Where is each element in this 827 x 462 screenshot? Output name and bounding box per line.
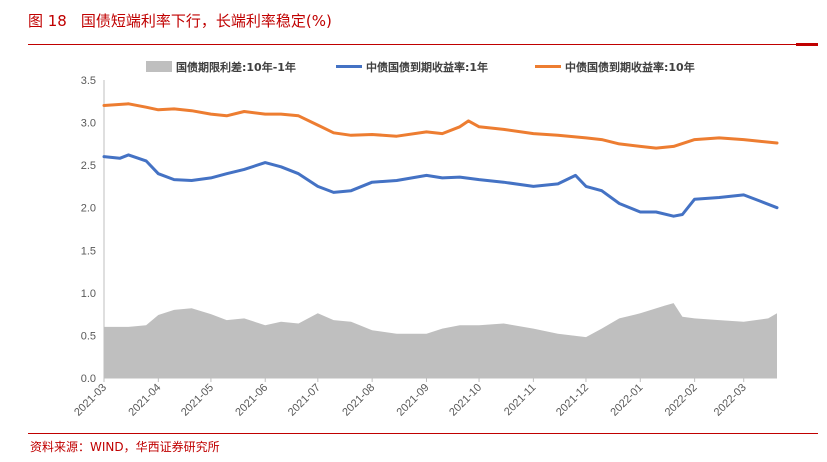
x-tick-label-10: 2022-01 [608,382,645,419]
y-tick-label-3: 1.5 [81,245,96,257]
figure-number: 图 18 [28,12,67,30]
x-tick-label-3: 2021-06 [233,382,270,419]
figure-title: 图 18 国债短端利率下行，长端利率稳定(%) [28,10,332,31]
x-tick-label-7: 2021-10 [447,382,484,419]
series-line-1 [102,153,779,218]
series-line-2 [102,102,779,150]
x-tick-label-1: 2021-04 [126,382,163,419]
x-tick-label-5: 2021-08 [340,382,377,419]
x-tick-label-4: 2021-07 [286,382,323,419]
legend-label-0: 国债期限利差:10年-1年 [176,60,296,74]
figure-title-text: 国债短端利率下行，长端利率稳定(%) [80,12,332,30]
top-rule-accent [796,43,818,46]
bottom-rule [28,433,818,434]
x-tick-label-9: 2021-12 [554,382,591,419]
source-note: 资料来源：WIND，华西证券研究所 [30,440,220,454]
x-tick-label-8: 2021-11 [502,382,538,418]
top-rule [28,44,818,45]
y-tick-label-7: 3.5 [81,75,96,87]
x-axis: 2021-03 2021-04 2021-05 2021-06 2021-07 2021-… [72,377,777,419]
x-tick-label-2: 2021-05 [179,382,216,419]
x-tick-label-6: 2021-09 [395,382,432,419]
y-tick-label-1: 0.5 [81,330,96,342]
legend-swatch-spread [146,61,172,72]
y-tick-label-6: 3.0 [81,118,96,130]
plot-area [102,102,779,378]
legend-label-1: 中债国债到期收益率:1年 [366,60,488,74]
y-axis: 0.0 0.5 1.0 1.5 2.0 2.5 3.0 3.5 [81,75,105,385]
legend-label-2: 中债国债到期收益率:10年 [565,60,695,74]
x-tick-label-11: 2022-02 [663,382,700,419]
y-tick-label-5: 2.5 [81,160,96,172]
y-tick-label-4: 2.0 [81,203,96,215]
y-tick-label-2: 1.0 [81,288,96,300]
series-area-spread [104,303,777,378]
y-tick-label-0: 0.0 [81,373,96,385]
chart-legend: 国债期限利差:10年-1年 中债国债到期收益率:1年 中债国债到期收益率:10年 [146,60,695,74]
x-tick-label-0: 2021-03 [72,382,109,419]
x-tick-label-12: 2022-03 [712,382,749,419]
